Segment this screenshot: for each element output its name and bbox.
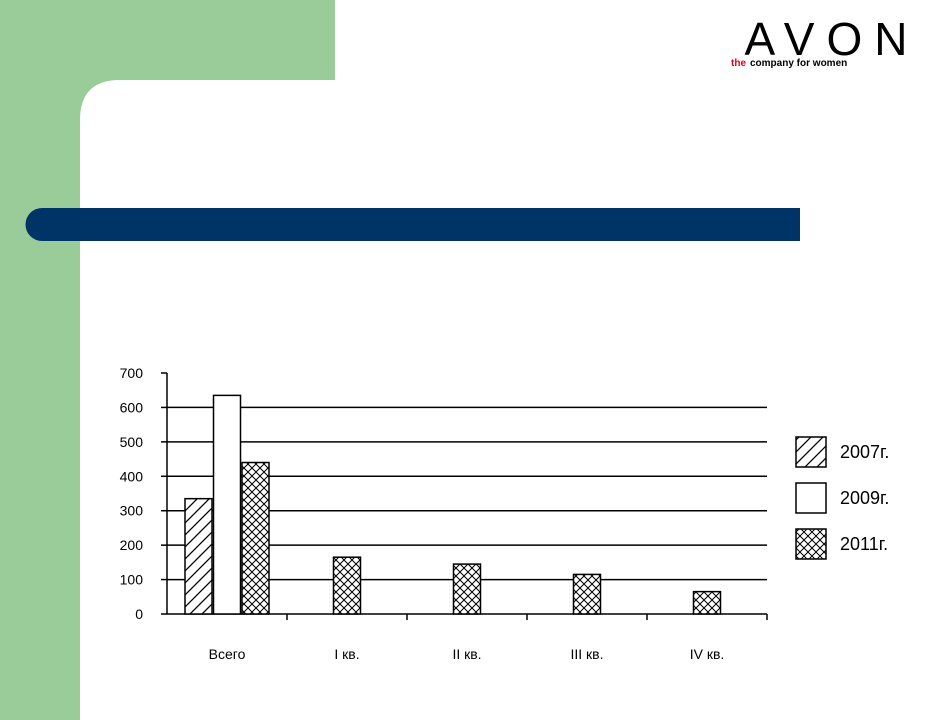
y-tick-label: 400	[120, 468, 144, 484]
bar	[212, 394, 242, 615]
y-tick-label: 600	[120, 399, 144, 415]
legend-label: 2009г.	[840, 488, 889, 508]
x-tick-label: IV кв.	[690, 646, 725, 662]
bar	[241, 461, 270, 615]
y-tick-label: 700	[120, 365, 144, 381]
green-frame	[0, 0, 335, 720]
bar	[332, 556, 362, 615]
y-tick-label: 100	[120, 572, 144, 588]
y-tick-label: 300	[120, 503, 144, 519]
logo-the: the	[731, 58, 746, 69]
chart: 0 100 200 300 400 500 600 700 Всего I кв. II кв. II…	[120, 365, 890, 662]
logo-tagline: the company for women	[731, 58, 847, 69]
title-bar	[25, 208, 800, 241]
legend-swatch	[795, 436, 827, 468]
x-tick-label: III кв.	[570, 646, 603, 662]
x-tick-label: I кв.	[334, 646, 359, 662]
bar	[692, 590, 722, 615]
y-tick-label: 200	[120, 537, 144, 553]
bar	[572, 573, 602, 615]
x-tick-label: II кв.	[452, 646, 481, 662]
logo-brand: AVON	[745, 13, 920, 65]
legend-swatch	[795, 528, 827, 560]
bar	[184, 497, 213, 615]
x-tick-label: Всего	[209, 646, 246, 662]
y-tick-label: 0	[135, 606, 143, 622]
legend-label: 2007г.	[840, 442, 889, 462]
legend-label: 2011г.	[840, 534, 888, 554]
logo-rest: company for women	[750, 58, 847, 69]
legend-swatch	[795, 482, 827, 514]
bar	[452, 563, 482, 615]
y-tick-label: 500	[120, 434, 144, 450]
